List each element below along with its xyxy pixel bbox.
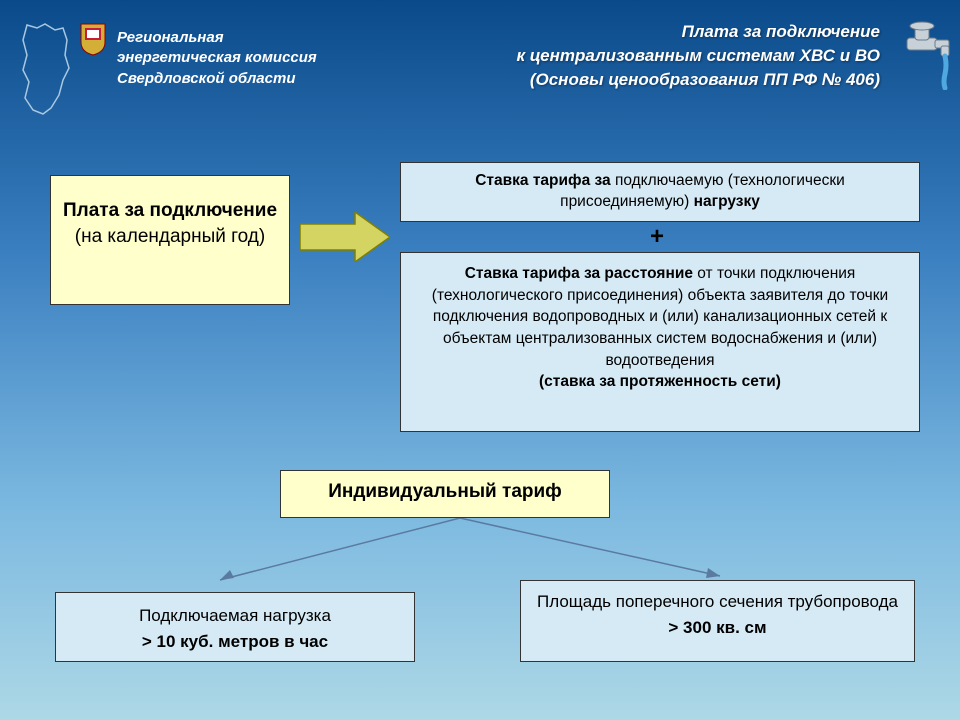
org-name: Региональная энергетическая комиссия Све…	[117, 28, 317, 89]
header: Региональная энергетическая комиссия Све…	[0, 0, 960, 130]
coat-of-arms-icon	[79, 22, 107, 56]
rate2-b1: Ставка тарифа за расстояние	[465, 265, 698, 282]
org-line-3: Свердловской области	[117, 69, 317, 89]
org-line-2: энергетическая комиссия	[117, 48, 317, 68]
plata-bold: Плата за подключение	[63, 198, 277, 224]
area-line-1: Площадь поперечного сечения трубопровода	[533, 589, 902, 615]
area-line-2: > 300 кв. см	[668, 618, 766, 637]
plata-sub: (на календарный год)	[63, 224, 277, 250]
rate2-b2: (ставка за протяженность сети)	[539, 373, 781, 390]
faucet-icon	[897, 20, 952, 90]
title-line-1: Плата за подключение	[516, 20, 880, 44]
title-line-2: к централизованным системам ХВС и ВО	[516, 44, 880, 68]
box-connected-load: Подключаемая нагрузка > 10 куб. метров в…	[55, 592, 415, 662]
indiv-label: Индивидуальный тариф	[328, 481, 562, 502]
box-rate-load: Ставка тарифа за подключаемую (технологи…	[400, 162, 920, 222]
box-individual-tariff: Индивидуальный тариф	[280, 470, 610, 518]
fork-connector-icon	[160, 518, 840, 588]
title-line-3: (Основы ценообразования ПП РФ № 406)	[516, 68, 880, 92]
org-line-1: Региональная	[117, 28, 317, 48]
region-map-icon	[15, 20, 75, 120]
logo-region: Региональная энергетическая комиссия Све…	[15, 20, 317, 120]
box-rate-distance: Ставка тарифа за расстояние от точки под…	[400, 252, 920, 432]
load-line-2: > 10 куб. метров в час	[142, 632, 328, 651]
rate1-b2: нагрузку	[694, 193, 760, 210]
box-pipe-area: Площадь поперечного сечения трубопровода…	[520, 580, 915, 662]
plus-sign: +	[650, 223, 664, 251]
box-connection-fee: Плата за подключение (на календарный год…	[50, 175, 290, 305]
load-line-1: Подключаемая нагрузка	[68, 603, 402, 629]
arrow-right-icon	[300, 212, 390, 262]
rate1-b1: Ставка тарифа за	[475, 172, 615, 189]
page-title: Плата за подключение к централизованным …	[516, 20, 940, 91]
